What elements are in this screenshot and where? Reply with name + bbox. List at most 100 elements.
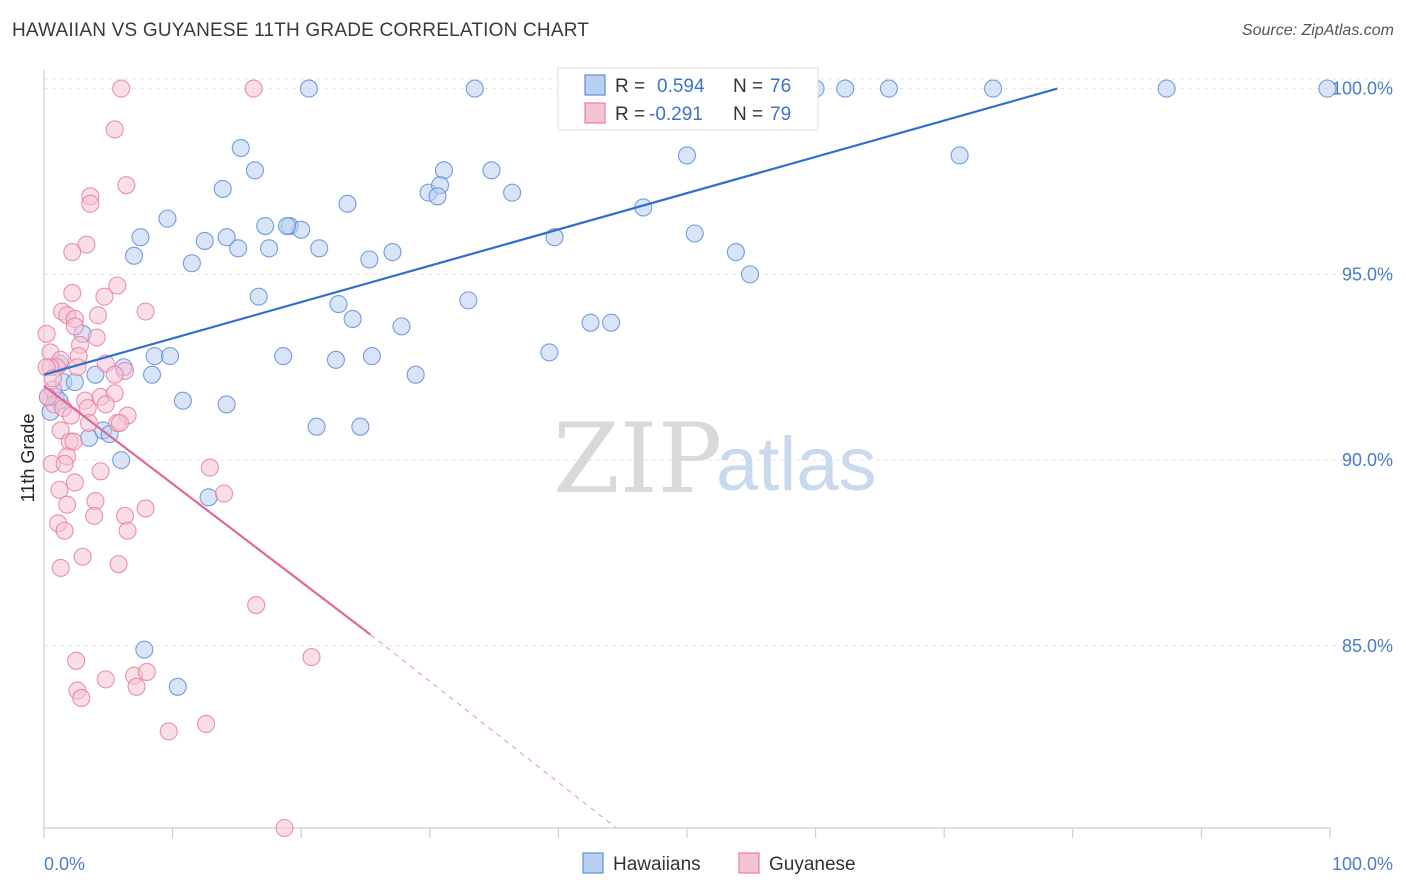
data-point: [195, 231, 214, 250]
data-point: [392, 317, 411, 336]
data-point: [115, 506, 135, 525]
data-point: [109, 555, 128, 574]
y-axis-title: 11th Grade: [18, 414, 38, 503]
stats-legend: R = 0.594 N = 76 R = -0.291 N = 79: [557, 67, 819, 131]
data-point: [55, 454, 74, 473]
stats-n-label: N =: [733, 104, 763, 125]
data-point: [51, 558, 70, 577]
series-guyanese: [37, 79, 321, 838]
data-point: [182, 254, 201, 273]
data-point: [118, 521, 137, 540]
chart-title: HAWAIIAN VS GUYANESE 11TH GRADE CORRELAT…: [12, 20, 590, 41]
stats-r-value: -0.291: [649, 104, 703, 125]
data-point: [362, 347, 381, 366]
data-point: [351, 417, 370, 436]
x-tick-label: 100.0%: [1332, 854, 1393, 874]
data-point: [160, 347, 180, 366]
data-point: [63, 283, 82, 302]
data-point: [1318, 79, 1337, 98]
data-point: [434, 161, 453, 180]
y-tick-label: 95.0%: [1342, 264, 1393, 284]
data-point: [136, 499, 155, 518]
data-point: [214, 484, 234, 503]
data-point: [244, 79, 263, 98]
data-point: [38, 387, 57, 407]
trend-extension-guyanese: [370, 634, 617, 829]
data-point: [87, 328, 106, 347]
data-point: [73, 547, 92, 566]
data-point: [112, 451, 131, 470]
data-point: [145, 347, 164, 366]
data-point: [37, 324, 56, 343]
data-point: [428, 187, 447, 206]
data-point: [108, 276, 127, 295]
data-point: [158, 209, 177, 228]
data-point: [984, 79, 1003, 98]
data-point: [256, 217, 275, 236]
data-point: [360, 250, 379, 269]
data-point: [168, 677, 187, 696]
trend-lines: [43, 87, 1058, 829]
data-point: [302, 648, 321, 667]
data-point: [299, 79, 318, 98]
data-point: [117, 176, 136, 195]
gridlines: [44, 78, 1393, 647]
data-point: [213, 179, 232, 198]
data-point: [135, 640, 154, 659]
data-point: [245, 161, 264, 180]
data-point: [142, 365, 162, 384]
stats-n-value: 76: [770, 76, 791, 97]
data-point: [329, 295, 348, 314]
data-point: [310, 239, 329, 258]
axes: [43, 70, 1331, 838]
data-point: [278, 217, 297, 236]
data-point: [127, 677, 146, 696]
trend-line-hawaiians: [43, 87, 1058, 376]
data-point: [63, 243, 82, 262]
legend-label-guyanese: Guyanese: [769, 854, 856, 875]
data-point: [199, 488, 218, 507]
stats-swatch-hawaiians: [584, 74, 606, 96]
data-point: [67, 651, 86, 670]
data-point: [196, 714, 216, 734]
watermark-zip: ZIP: [553, 403, 722, 515]
data-point: [95, 287, 114, 306]
data-point: [950, 146, 969, 165]
data-point: [343, 309, 362, 329]
data-point: [740, 265, 760, 284]
data-point: [459, 291, 478, 310]
data-point: [96, 670, 115, 689]
stats-r-value: 0.594: [657, 76, 705, 97]
watermark: ZIP atlas: [553, 403, 877, 515]
data-point: [136, 302, 155, 321]
data-point: [159, 722, 178, 741]
data-point: [465, 79, 484, 98]
data-point: [173, 391, 192, 410]
data-point: [836, 79, 855, 98]
data-point: [131, 228, 150, 247]
data-point: [137, 662, 156, 681]
data-point: [249, 287, 268, 306]
y-tick-labels: 85.0% 90.0% 95.0% 100.0%: [1332, 79, 1393, 656]
source-credit: Source: ZipAtlas.com: [1241, 22, 1394, 39]
data-point: [85, 506, 104, 525]
data-point: [247, 596, 266, 615]
data-point: [879, 79, 898, 98]
y-tick-label: 100.0%: [1332, 79, 1393, 99]
legend-swatch-guyanese: [738, 852, 760, 874]
data-point: [58, 495, 77, 514]
data-point: [88, 306, 108, 325]
data-point: [77, 235, 96, 254]
data-point: [55, 521, 74, 540]
data-point: [217, 395, 236, 414]
x-tick-label: 0.0%: [44, 854, 85, 874]
stats-swatch-guyanese: [584, 102, 606, 124]
data-point: [50, 480, 69, 499]
data-point: [200, 458, 219, 477]
data-point: [105, 365, 124, 384]
y-tick-label: 90.0%: [1342, 450, 1393, 470]
x-tick-labels: 0.0% 100.0%: [44, 854, 1393, 874]
legend-label-hawaiians: Hawaiians: [613, 854, 701, 875]
data-point: [1157, 79, 1176, 98]
